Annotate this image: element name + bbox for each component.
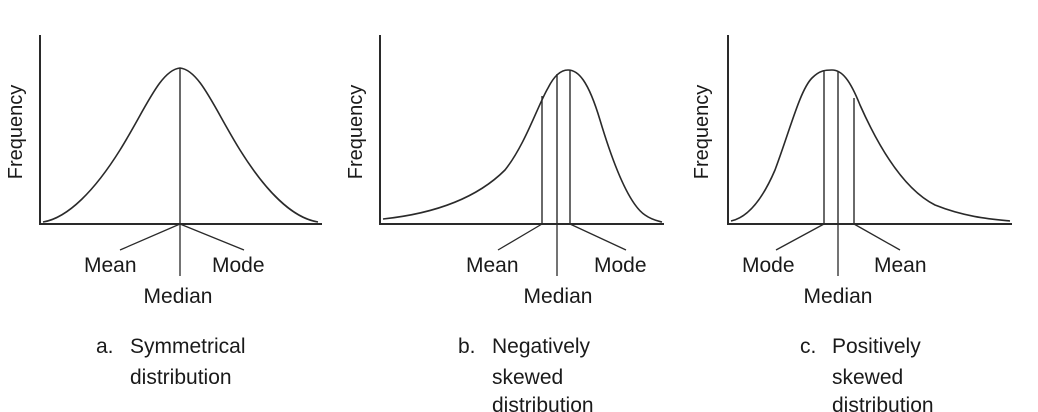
panel-negatively-skewed: Frequency Mean Mode Median b. Negatively… bbox=[345, 35, 664, 412]
y-axis-label: Frequency bbox=[5, 85, 27, 180]
y-axis-label: Frequency bbox=[345, 85, 367, 180]
mode-label: Mode bbox=[594, 254, 647, 277]
axes bbox=[727, 35, 1012, 225]
caption-line: Negatively bbox=[492, 335, 591, 358]
negatively-skewed-curve bbox=[382, 69, 663, 223]
median-label: Median bbox=[524, 285, 593, 308]
positively-skewed-curve bbox=[730, 69, 1011, 222]
caption-line: distribution bbox=[130, 366, 232, 389]
caption-line: skewed bbox=[832, 366, 903, 389]
median-label: Median bbox=[144, 285, 213, 308]
mean-label: Mean bbox=[874, 254, 927, 277]
median-label: Median bbox=[804, 285, 873, 308]
panel-positively-skewed: Frequency Mode Mean Median c. Positively… bbox=[691, 35, 1012, 412]
mean-leader bbox=[119, 223, 181, 251]
y-axis-label: Frequency bbox=[691, 85, 713, 180]
axes bbox=[39, 35, 322, 225]
mean-label: Mean bbox=[466, 254, 519, 277]
caption-line: skewed bbox=[492, 366, 563, 389]
mode-label: Mode bbox=[742, 254, 795, 277]
caption-letter: a. bbox=[96, 335, 114, 358]
caption-line: Positively bbox=[832, 335, 921, 358]
mode-leader bbox=[179, 223, 245, 251]
caption-line: distribution bbox=[832, 394, 934, 412]
mean-leader bbox=[497, 223, 543, 251]
panel-symmetrical: Frequency Mean Mode Median a. Symmetrica… bbox=[5, 35, 322, 389]
caption-letter: b. bbox=[458, 335, 476, 358]
mode-leader bbox=[569, 223, 627, 251]
axes bbox=[379, 35, 664, 225]
mean-label: Mean bbox=[84, 254, 137, 277]
caption-letter: c. bbox=[800, 335, 816, 358]
caption-line: distribution bbox=[492, 394, 594, 412]
mode-label: Mode bbox=[212, 254, 265, 277]
mode-leader bbox=[775, 223, 825, 251]
caption-line: Symmetrical bbox=[130, 335, 246, 358]
mean-leader bbox=[853, 223, 901, 251]
